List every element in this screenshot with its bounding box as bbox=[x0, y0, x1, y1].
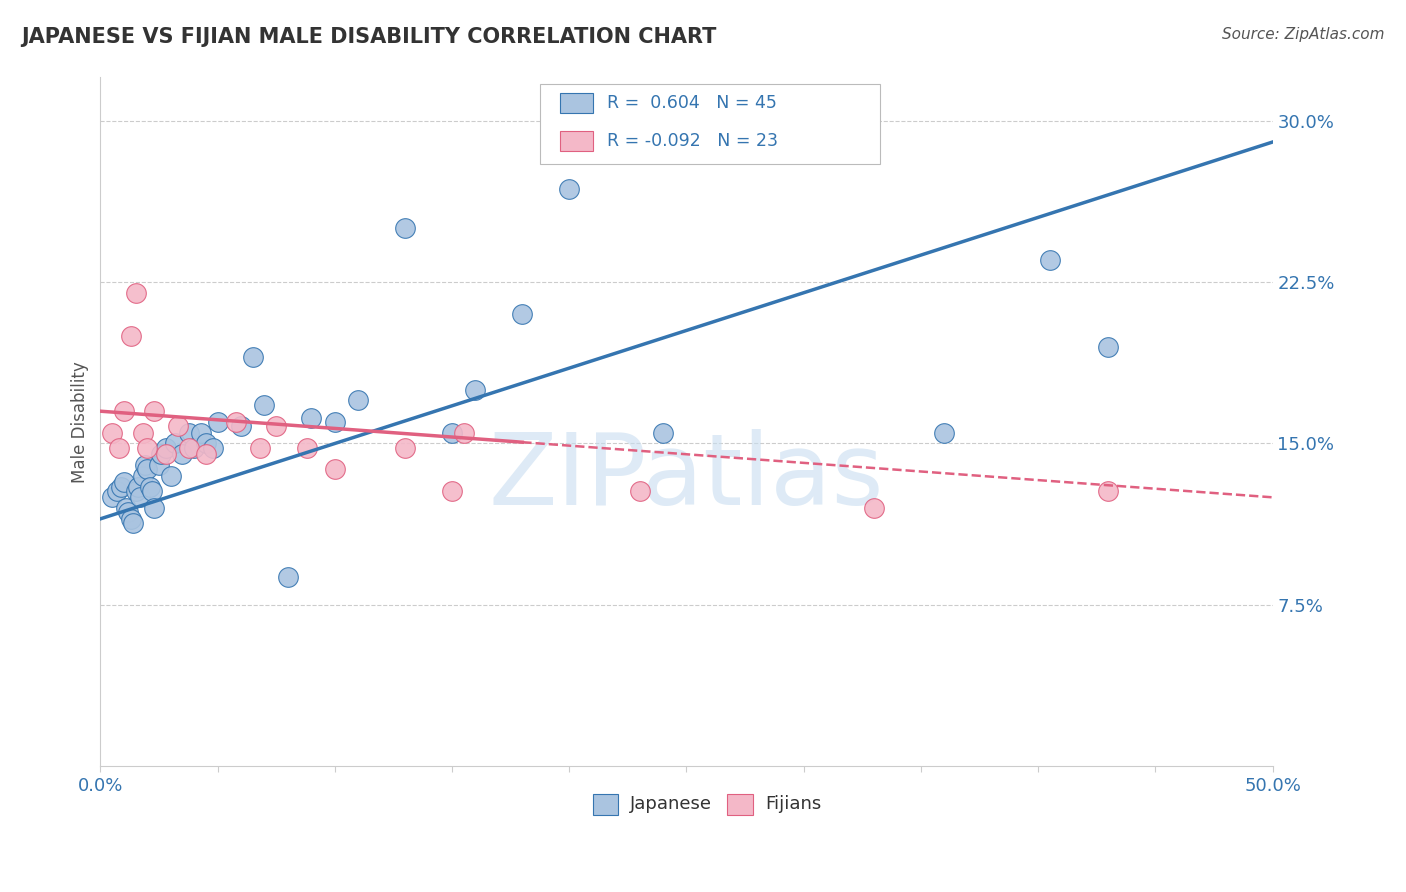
Point bbox=[120, 512, 142, 526]
Point bbox=[136, 441, 159, 455]
Point bbox=[124, 483, 146, 498]
Point bbox=[165, 436, 187, 450]
Point bbox=[201, 441, 224, 455]
Point bbox=[225, 415, 247, 429]
Text: JAPANESE VS FIJIAN MALE DISABILITY CORRELATION CHART: JAPANESE VS FIJIAN MALE DISABILITY CORRE… bbox=[21, 27, 717, 46]
Point bbox=[183, 441, 205, 455]
Point bbox=[131, 468, 153, 483]
Point bbox=[166, 419, 188, 434]
Point bbox=[122, 516, 145, 531]
Point bbox=[124, 285, 146, 300]
Point bbox=[394, 221, 416, 235]
Point bbox=[143, 501, 166, 516]
Point bbox=[440, 425, 463, 440]
FancyBboxPatch shape bbox=[560, 93, 593, 113]
Point bbox=[179, 441, 201, 455]
Point bbox=[558, 182, 581, 196]
Point bbox=[1097, 483, 1119, 498]
Point bbox=[347, 393, 370, 408]
Point bbox=[129, 491, 152, 505]
FancyBboxPatch shape bbox=[560, 131, 593, 152]
Point bbox=[105, 483, 128, 498]
Point bbox=[155, 447, 177, 461]
FancyBboxPatch shape bbox=[540, 85, 880, 163]
Point bbox=[143, 404, 166, 418]
Point bbox=[101, 425, 124, 440]
Text: R = -0.092   N = 23: R = -0.092 N = 23 bbox=[607, 132, 778, 151]
Point bbox=[155, 441, 177, 455]
Point bbox=[299, 410, 322, 425]
Point bbox=[512, 307, 534, 321]
Point bbox=[194, 436, 217, 450]
Point bbox=[138, 479, 160, 493]
Point bbox=[190, 425, 212, 440]
Point bbox=[194, 447, 217, 461]
Point bbox=[394, 441, 416, 455]
Point bbox=[179, 425, 201, 440]
Point bbox=[249, 441, 271, 455]
Text: R =  0.604   N = 45: R = 0.604 N = 45 bbox=[607, 94, 776, 112]
Point bbox=[148, 458, 170, 472]
Point bbox=[464, 383, 486, 397]
Point bbox=[136, 462, 159, 476]
Point bbox=[264, 419, 287, 434]
Point bbox=[159, 468, 181, 483]
Point bbox=[229, 419, 252, 434]
Point bbox=[112, 404, 135, 418]
Point bbox=[453, 425, 475, 440]
Point bbox=[141, 483, 163, 498]
Point bbox=[127, 479, 149, 493]
Point bbox=[1039, 253, 1062, 268]
Y-axis label: Male Disability: Male Disability bbox=[72, 361, 89, 483]
Point bbox=[863, 501, 886, 516]
Point bbox=[934, 425, 956, 440]
Point bbox=[108, 441, 131, 455]
Point bbox=[207, 415, 229, 429]
Point bbox=[628, 483, 651, 498]
Point bbox=[131, 425, 153, 440]
Point bbox=[323, 462, 346, 476]
Point bbox=[112, 475, 135, 490]
Point bbox=[242, 351, 264, 365]
Point bbox=[652, 425, 675, 440]
Point bbox=[323, 415, 346, 429]
Text: Japanese: Japanese bbox=[630, 796, 713, 814]
Point bbox=[110, 479, 132, 493]
Point bbox=[134, 458, 156, 472]
Point bbox=[295, 441, 318, 455]
FancyBboxPatch shape bbox=[593, 794, 619, 814]
FancyBboxPatch shape bbox=[727, 794, 754, 814]
Point bbox=[115, 501, 138, 516]
Text: Source: ZipAtlas.com: Source: ZipAtlas.com bbox=[1222, 27, 1385, 42]
Point bbox=[1097, 340, 1119, 354]
Point bbox=[117, 505, 139, 519]
Point bbox=[440, 483, 463, 498]
Point bbox=[277, 570, 299, 584]
Point bbox=[101, 491, 124, 505]
Text: ZIPatlas: ZIPatlas bbox=[489, 428, 884, 525]
Point bbox=[172, 447, 194, 461]
Text: Fijians: Fijians bbox=[765, 796, 821, 814]
Point bbox=[150, 447, 173, 461]
Point bbox=[120, 328, 142, 343]
Point bbox=[253, 398, 276, 412]
